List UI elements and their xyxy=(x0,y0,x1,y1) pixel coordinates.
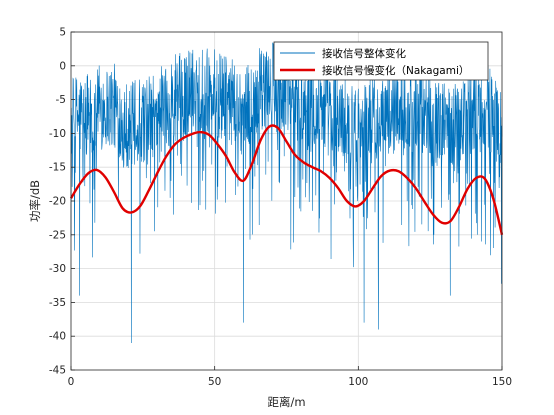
x-tick-label: 150 xyxy=(492,376,512,388)
y-tick-label: -5 xyxy=(56,94,66,106)
series-line-fast-fading xyxy=(70,42,503,343)
legend-label-fast: 接收信号整体变化 xyxy=(322,47,406,60)
y-tick-label: -45 xyxy=(49,365,66,377)
y-tick-label: -35 xyxy=(49,297,66,309)
x-tick-label: 0 xyxy=(68,376,75,388)
x-tick-label: 50 xyxy=(208,376,221,388)
y-tick-label: -15 xyxy=(49,162,66,174)
y-axis-label: 功率/dB xyxy=(28,180,42,222)
y-tick-label: -20 xyxy=(49,196,66,208)
series-line-slow-fading xyxy=(69,124,504,236)
y-tick-label: 5 xyxy=(59,27,66,39)
y-tick-label: -25 xyxy=(49,229,66,241)
x-axis-label: 距离/m xyxy=(267,395,305,409)
legend-box xyxy=(273,41,489,81)
y-tick-label: 0 xyxy=(59,60,66,72)
y-tick-label: -10 xyxy=(49,128,66,140)
y-tick-label: -30 xyxy=(49,263,66,275)
legend-label-slow: 接收信号慢变化（Nakagami） xyxy=(322,64,469,77)
legend: 接收信号整体变化 接收信号慢变化（Nakagami） xyxy=(273,41,489,81)
series-slow-fading xyxy=(69,124,504,236)
y-tick-label: -40 xyxy=(49,331,66,343)
x-tick-label: 100 xyxy=(348,376,368,388)
series-fast-fading xyxy=(70,42,503,343)
